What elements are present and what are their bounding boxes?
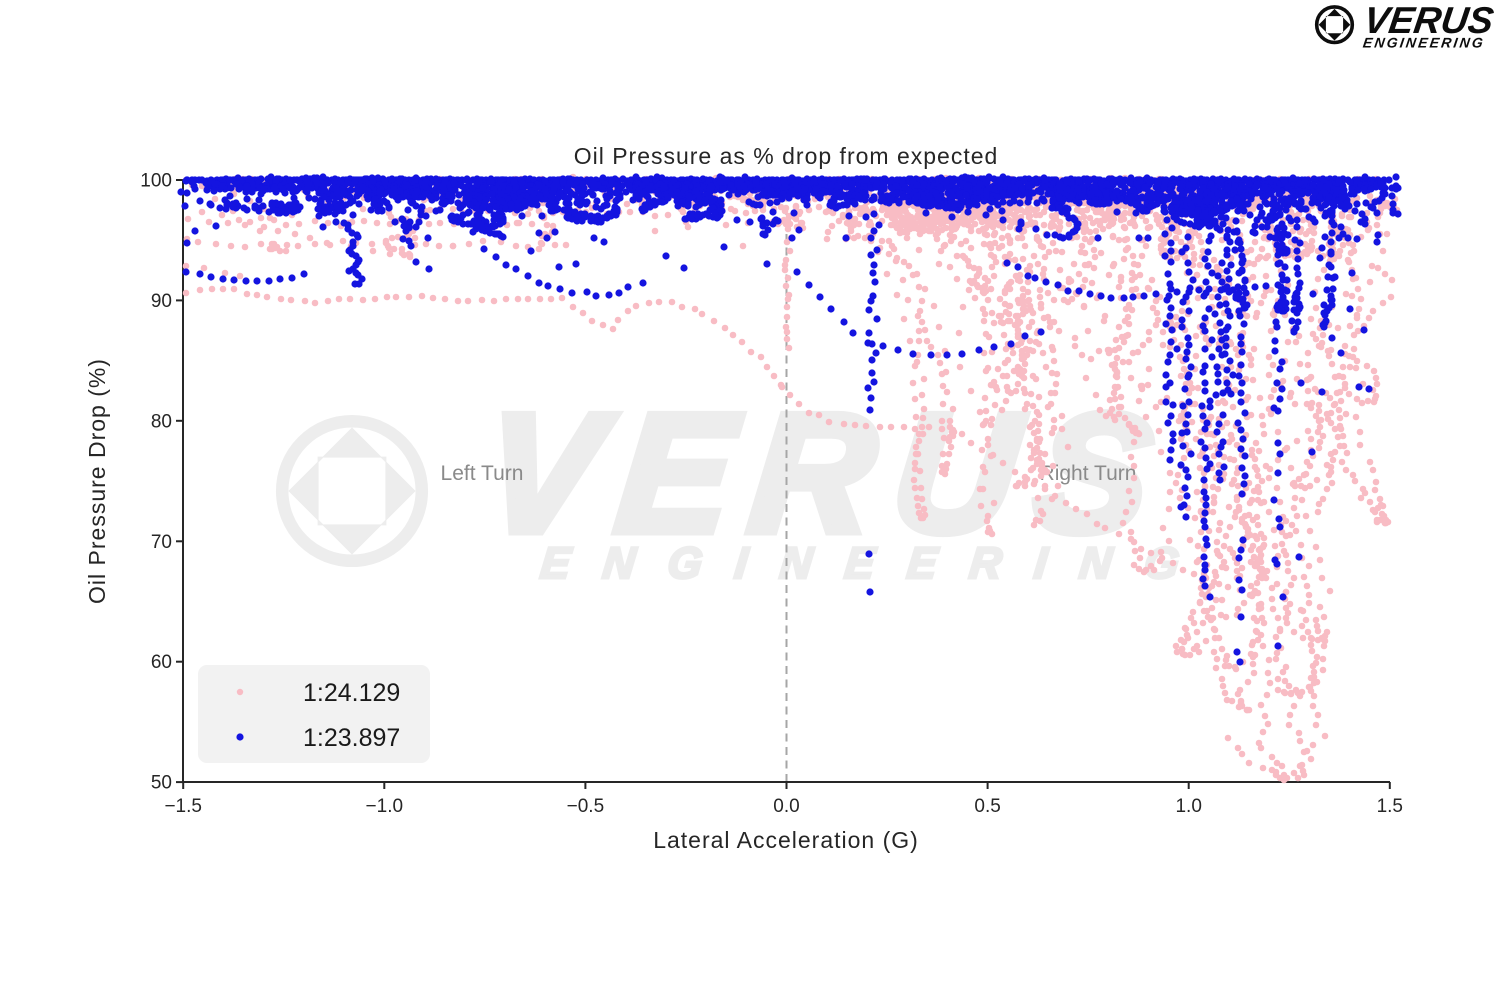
svg-text:−1.5: −1.5 — [164, 796, 202, 817]
svg-text:0.0: 0.0 — [773, 796, 799, 817]
svg-text:VERUS: VERUS — [476, 378, 1180, 566]
svg-text:1.0: 1.0 — [1175, 796, 1201, 817]
svg-text:60: 60 — [151, 652, 172, 673]
svg-text:Oil Pressure Drop (%): Oil Pressure Drop (%) — [84, 358, 110, 604]
svg-text:100: 100 — [140, 171, 172, 192]
svg-text:1.5: 1.5 — [1377, 796, 1403, 817]
svg-text:70: 70 — [151, 532, 172, 553]
svg-text:Oil Pressure as % drop from ex: Oil Pressure as % drop from expected — [574, 143, 999, 169]
svg-text:Right Turn: Right Turn — [1040, 462, 1137, 485]
svg-text:Lateral Acceleration (G): Lateral Acceleration (G) — [653, 827, 919, 853]
svg-text:Left Turn: Left Turn — [441, 462, 524, 485]
svg-text:50: 50 — [151, 773, 172, 794]
svg-text:−1.0: −1.0 — [366, 796, 404, 817]
svg-text:−0.5: −0.5 — [567, 796, 605, 817]
svg-text:0.5: 0.5 — [974, 796, 1000, 817]
svg-text:ENGINEERING: ENGINEERING — [538, 539, 1214, 588]
svg-text:90: 90 — [151, 291, 172, 312]
svg-text:80: 80 — [151, 411, 172, 432]
